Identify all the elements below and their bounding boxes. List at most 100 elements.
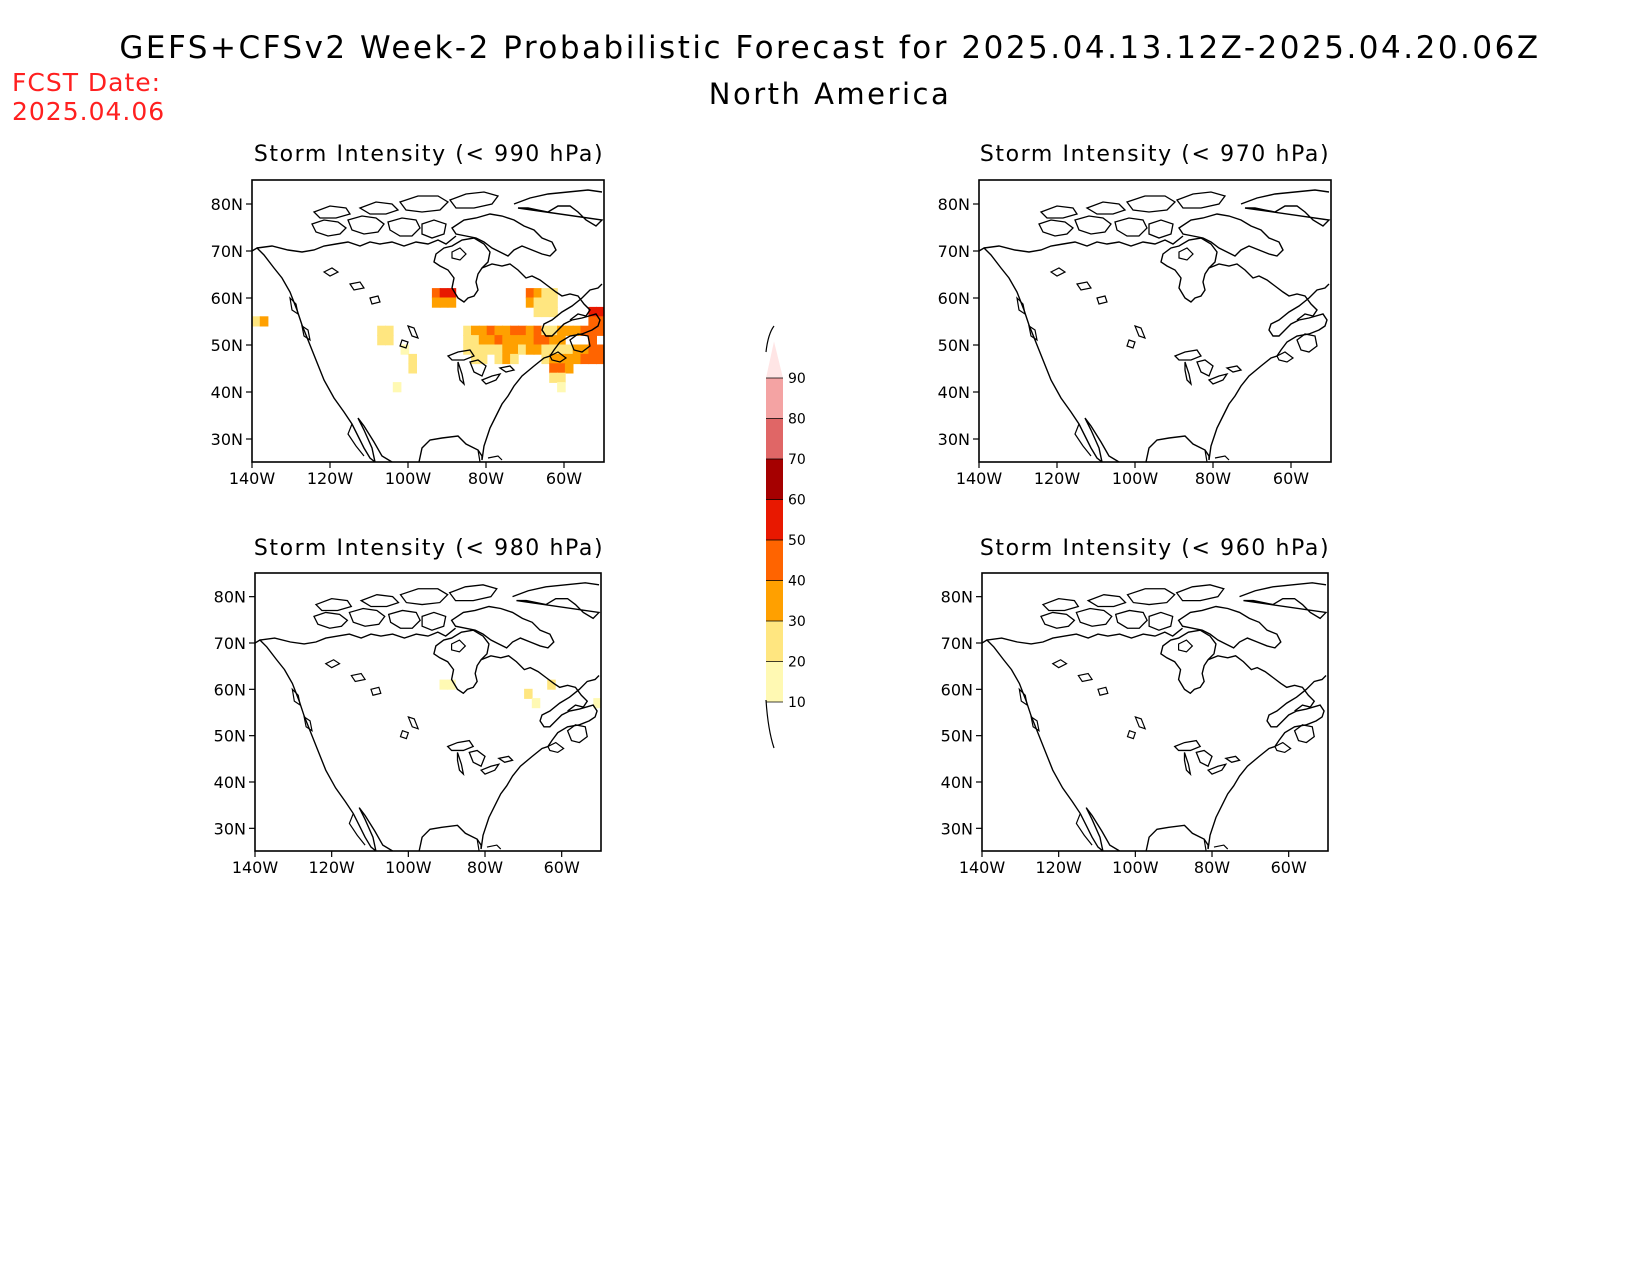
- heat-cell: [408, 363, 417, 374]
- lat-tick-label: 70N: [214, 634, 246, 653]
- heat-cell: [463, 344, 472, 355]
- lon-tick-label: 60W: [1273, 469, 1309, 488]
- heat-cell: [588, 344, 597, 355]
- heat-cell: [385, 325, 394, 336]
- heat-cell: [541, 353, 550, 365]
- lon-tick-label: 60W: [546, 469, 582, 488]
- heat-cell: [471, 325, 480, 336]
- colorbar-cap: [766, 341, 783, 378]
- heat-cell: [549, 335, 558, 346]
- heat-cell: [557, 335, 566, 346]
- heat-cell: [385, 335, 394, 346]
- heat-cell: [525, 288, 535, 299]
- lat-tick-label: 40N: [941, 773, 973, 792]
- heat-cell: [533, 306, 543, 318]
- heat-cell: [447, 288, 457, 299]
- panel-title-980: Storm Intensity (< 980 hPa): [253, 536, 605, 561]
- lon-tick-label: 140W: [959, 858, 1006, 877]
- colorbar-outline: [765, 699, 775, 749]
- heat-cell: [510, 325, 519, 336]
- heat-cell: [549, 372, 558, 383]
- heat-cell: [533, 325, 543, 336]
- colorbar-outline: [765, 325, 775, 353]
- lon-tick-label: 120W: [307, 469, 354, 488]
- lon-tick-label: 120W: [1034, 469, 1081, 488]
- panels-layer: 140W 120W 100W 80W 60W80N70N60N50N40N30N140W…: [211, 179, 1332, 877]
- lon-tick-label: 60W: [1271, 858, 1307, 877]
- lat-tick-label: 60N: [211, 289, 243, 308]
- heat-cell: [525, 325, 535, 336]
- heat-cell: [541, 325, 550, 336]
- map-frame: [251, 179, 605, 463]
- lat-tick-label: 40N: [938, 383, 970, 402]
- colorbar-label: 40: [788, 574, 806, 590]
- colorbar-segment: [766, 378, 783, 419]
- heat-cell: [478, 335, 488, 346]
- lat-tick-label: 60N: [938, 289, 970, 308]
- colorbar-label: 90: [788, 371, 806, 387]
- lon-tick-label: 140W: [956, 469, 1003, 488]
- lat-tick-label: 30N: [214, 819, 246, 838]
- colorbar-label: 20: [788, 655, 806, 671]
- heat-cell: [588, 316, 597, 327]
- coastline: [982, 582, 1327, 851]
- heat-cell: [463, 335, 472, 346]
- heat-cell: [431, 288, 441, 299]
- heat-cell: [596, 325, 604, 336]
- lat-tick-label: 30N: [211, 430, 243, 449]
- colorbar: 10 20 30 40 50 60 70 80 90: [765, 325, 806, 749]
- heat-cell: [518, 344, 527, 355]
- heat-cell: [549, 288, 558, 299]
- heat-cell: [588, 353, 597, 365]
- lat-tick-label: 70N: [938, 242, 970, 261]
- heat-cell: [541, 344, 550, 355]
- heat-cell: [572, 344, 582, 355]
- heat-cell: [502, 344, 511, 355]
- lat-tick-label: 40N: [214, 773, 246, 792]
- lon-tick-label: 140W: [232, 858, 279, 877]
- coastline: [255, 582, 600, 851]
- lon-tick-label: 80W: [468, 469, 504, 488]
- lon-tick-label: 140W: [229, 469, 276, 488]
- lon-tick-label: 100W: [385, 858, 432, 877]
- heat-cell: [439, 288, 449, 299]
- heat-cell: [557, 344, 566, 355]
- heat-cell: [557, 382, 566, 393]
- heat-cell: [447, 297, 457, 308]
- heat-cell: [564, 344, 574, 355]
- heat-cell: [494, 353, 504, 365]
- heat-cell: [502, 353, 511, 365]
- heat-cell: [502, 335, 511, 346]
- colorbar-label: 50: [788, 533, 806, 549]
- map-panel-p980: 140W 120W 100W 80W 60W 80N 70N 60N 50N 40N 30N: [214, 572, 602, 877]
- heat-cell: [557, 372, 566, 383]
- heat-cell: [588, 306, 597, 318]
- heat-cell: [494, 325, 504, 336]
- lon-tick-label: 80W: [467, 858, 503, 877]
- heat-cell: [549, 306, 558, 318]
- map-frame: [981, 572, 1329, 852]
- heat-cell: [439, 297, 449, 308]
- heat-cell: [447, 679, 456, 690]
- heat-cell: [533, 335, 543, 346]
- panel-title-970: Storm Intensity (< 970 hPa): [979, 142, 1331, 167]
- heat-cell: [439, 679, 448, 690]
- heat-cell: [596, 306, 604, 318]
- heat-cell: [596, 353, 604, 365]
- heat-cell: [557, 325, 566, 336]
- colorbar-label: 80: [788, 412, 806, 428]
- lon-tick-label: 120W: [1035, 858, 1082, 877]
- colorbar-segment: [766, 418, 783, 459]
- heat-cell: [524, 688, 533, 699]
- heat-cell: [549, 353, 558, 365]
- forecast-date-value: 2025.04.06: [12, 97, 166, 126]
- heat-cell: [510, 335, 519, 346]
- heat-cell: [549, 363, 558, 374]
- lat-tick-label: 80N: [941, 588, 973, 607]
- colorbar-segment: [766, 459, 783, 500]
- lat-tick-label: 80N: [211, 195, 243, 214]
- subtitle: North America: [708, 77, 952, 111]
- heat-cell: [541, 306, 550, 318]
- heat-cell: [541, 335, 550, 346]
- colorbar-label: 70: [788, 452, 806, 468]
